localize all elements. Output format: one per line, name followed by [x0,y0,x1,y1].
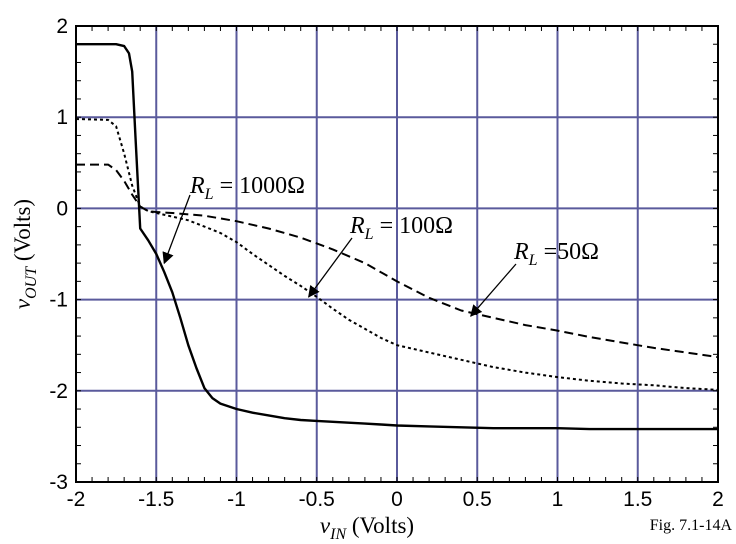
y-tick-label: 2 [56,15,68,38]
series-line-r-l-50 [76,163,719,359]
x-tick-label: -1.5 [138,488,174,511]
x-tick-label: -1 [227,488,246,511]
annotation-label: RL =50Ω [513,239,599,269]
annotations: RL = 1000Ω RL = 100Ω RL =50Ω [162,173,599,317]
series-layer [75,43,719,431]
figure-label: Fig. 7.1-14A [650,517,733,534]
annotation-label: RL = 1000Ω [189,173,305,203]
series-line-r-l-1000 [76,43,718,431]
y-tick-label: -2 [49,380,68,403]
series-line-r-l-100 [75,118,719,391]
x-tick-label: 0.5 [463,488,492,511]
y-tick-label: 1 [56,106,68,129]
x-tick-label: 1.5 [623,488,652,511]
plot-frame [75,25,719,483]
grid [75,25,719,483]
x-axis-label: vIN (Volts) [320,513,414,543]
y-tick-label: -3 [49,471,68,494]
x-tick-label: 1 [552,488,564,511]
annotation-arrow [470,263,517,317]
x-tick-label: -0.5 [299,488,335,511]
y-tick-label: 0 [56,197,68,220]
y-tick-label: -1 [49,289,68,312]
annotation-arrow [162,194,191,265]
x-tick-label: 0 [391,488,403,511]
x-tick-label: -2 [67,488,86,511]
y-axis-label: vOUT (Volts) [10,199,40,309]
annotation-arrow [308,237,353,298]
x-tick-label: 2 [712,488,724,511]
annotation-label: RL = 100Ω [349,213,453,243]
